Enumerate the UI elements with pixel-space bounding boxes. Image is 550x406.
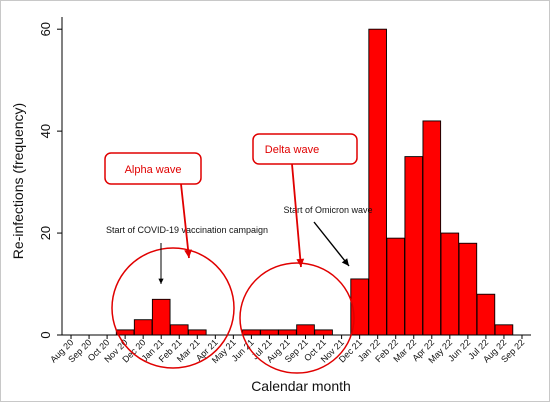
delta-wave-arrow-head: [296, 258, 305, 267]
omicron-annotation: Start of Omicron wave: [283, 205, 372, 215]
x-axis-title: Calendar month: [251, 378, 351, 394]
axes-group: [57, 17, 531, 339]
delta-wave-label: Delta wave: [265, 144, 319, 156]
bar-dec-20: [133, 319, 153, 336]
bar-sep-21: [296, 324, 315, 336]
annotation-arrows: [158, 163, 350, 284]
delta-wave-box: [252, 133, 358, 165]
vaccination-arrow-head: [158, 278, 164, 284]
bars-group: [115, 28, 514, 336]
alpha-wave-arrow: [180, 183, 190, 259]
y-tick-labels: 0 20 40 60: [38, 22, 53, 339]
y-tick-label: 0: [38, 331, 53, 338]
vaccination-annotation: Start of COVID-19 vaccination campaign: [106, 225, 268, 235]
alpha-wave-label: Alpha wave: [125, 164, 182, 176]
y-tick-label: 20: [38, 226, 53, 240]
bar-aug-21: [278, 329, 297, 336]
y-axis-title: Re-infections (frequency): [10, 103, 26, 259]
bar-may-22: [440, 232, 460, 336]
delta-wave-ellipse: [239, 262, 355, 374]
bar-apr-22: [422, 120, 442, 336]
bar-jun-21: [242, 329, 261, 336]
bar-jul-21: [260, 329, 279, 336]
delta-wave-arrow: [291, 163, 302, 268]
bar-jul-22: [476, 293, 496, 336]
bar-feb-21: [169, 324, 189, 336]
bar-mar-21: [187, 329, 207, 336]
omicron-arrow: [313, 221, 350, 267]
bar-aug-22: [494, 324, 514, 336]
omicron-arrow-head: [341, 258, 349, 266]
alpha-wave-box: [104, 152, 202, 185]
bar-feb-22: [386, 237, 405, 336]
bar-jun-22: [458, 242, 478, 336]
bar-jan-22: [368, 28, 387, 336]
alpha-wave-arrow-head: [184, 249, 192, 258]
bar-oct-21: [314, 329, 333, 336]
annotations-group: Start of COVID-19 vaccination campaign S…: [104, 133, 373, 374]
alpha-wave-ellipse: [111, 247, 235, 369]
bar-nov-20: [115, 329, 135, 336]
bar-jan-21: [151, 298, 171, 336]
y-tick-label: 40: [38, 124, 53, 138]
bar-mar-22: [404, 156, 424, 336]
y-tick-label: 60: [38, 22, 53, 36]
